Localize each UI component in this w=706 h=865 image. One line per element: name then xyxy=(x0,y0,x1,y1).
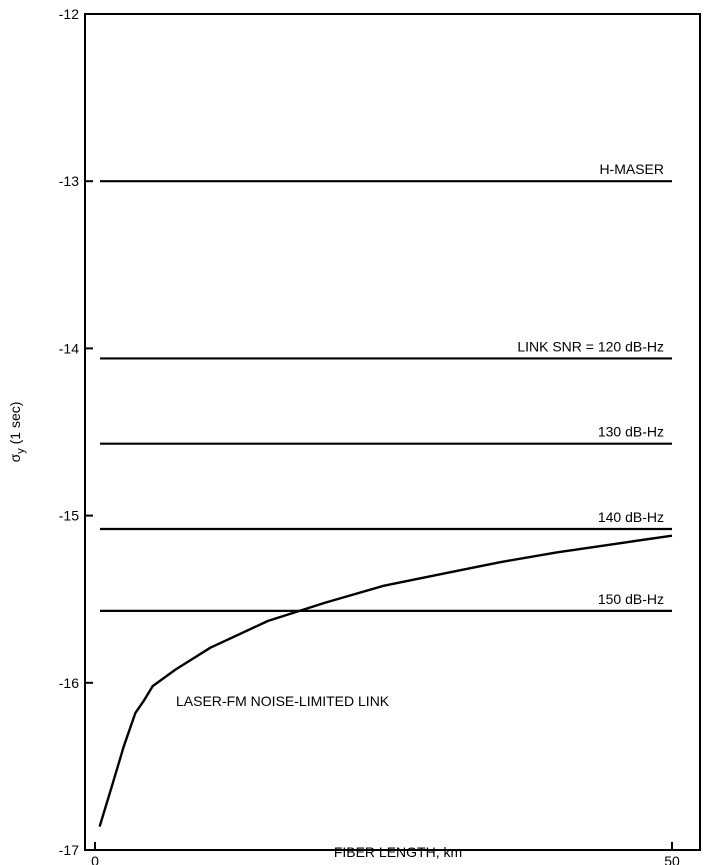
snr-line-label: 130 dB-Hz xyxy=(598,424,664,440)
snr-line-label: LINK SNR = 120 dB-Hz xyxy=(517,338,664,354)
plot-frame xyxy=(84,13,701,851)
noise-curve-group: LASER-FM NOISE-LIMITED LINK xyxy=(98,534,673,827)
x-axis-ticks: 0 50 xyxy=(91,842,680,865)
y-axis-ticks: -12 -13 -14 -15 -16 -17 xyxy=(59,6,93,858)
y-axis-title-rest: (1 sec) xyxy=(7,402,23,449)
snr-lines: H-MASER LINK SNR = 120 dB-Hz 130 dB-Hz 140 … xyxy=(100,161,672,613)
noise-curve-line xyxy=(98,534,673,827)
x-tick-label: 0 xyxy=(91,853,99,865)
y-tick-label: -14 xyxy=(59,340,79,356)
y-tick-label: -15 xyxy=(59,508,79,524)
y-axis-title: σy (1 sec) xyxy=(7,402,27,463)
snr-line-label: 150 dB-Hz xyxy=(598,591,664,607)
snr-line-label: 140 dB-Hz xyxy=(598,509,664,525)
x-tick-label: 50 xyxy=(664,853,680,865)
y-tick-label: -17 xyxy=(59,842,79,858)
noise-curve-label: LASER-FM NOISE-LIMITED LINK xyxy=(176,693,390,709)
y-tick-label: -12 xyxy=(59,6,79,22)
y-axis-title-sigma: σ xyxy=(7,453,23,462)
y-tick-label: -13 xyxy=(59,173,79,189)
snr-line-label: H-MASER xyxy=(599,161,664,177)
y-axis-title-subscript: y xyxy=(15,448,27,454)
x-axis-title: FIBER LENGTH, km xyxy=(334,844,462,860)
y-tick-label: -16 xyxy=(59,675,79,691)
